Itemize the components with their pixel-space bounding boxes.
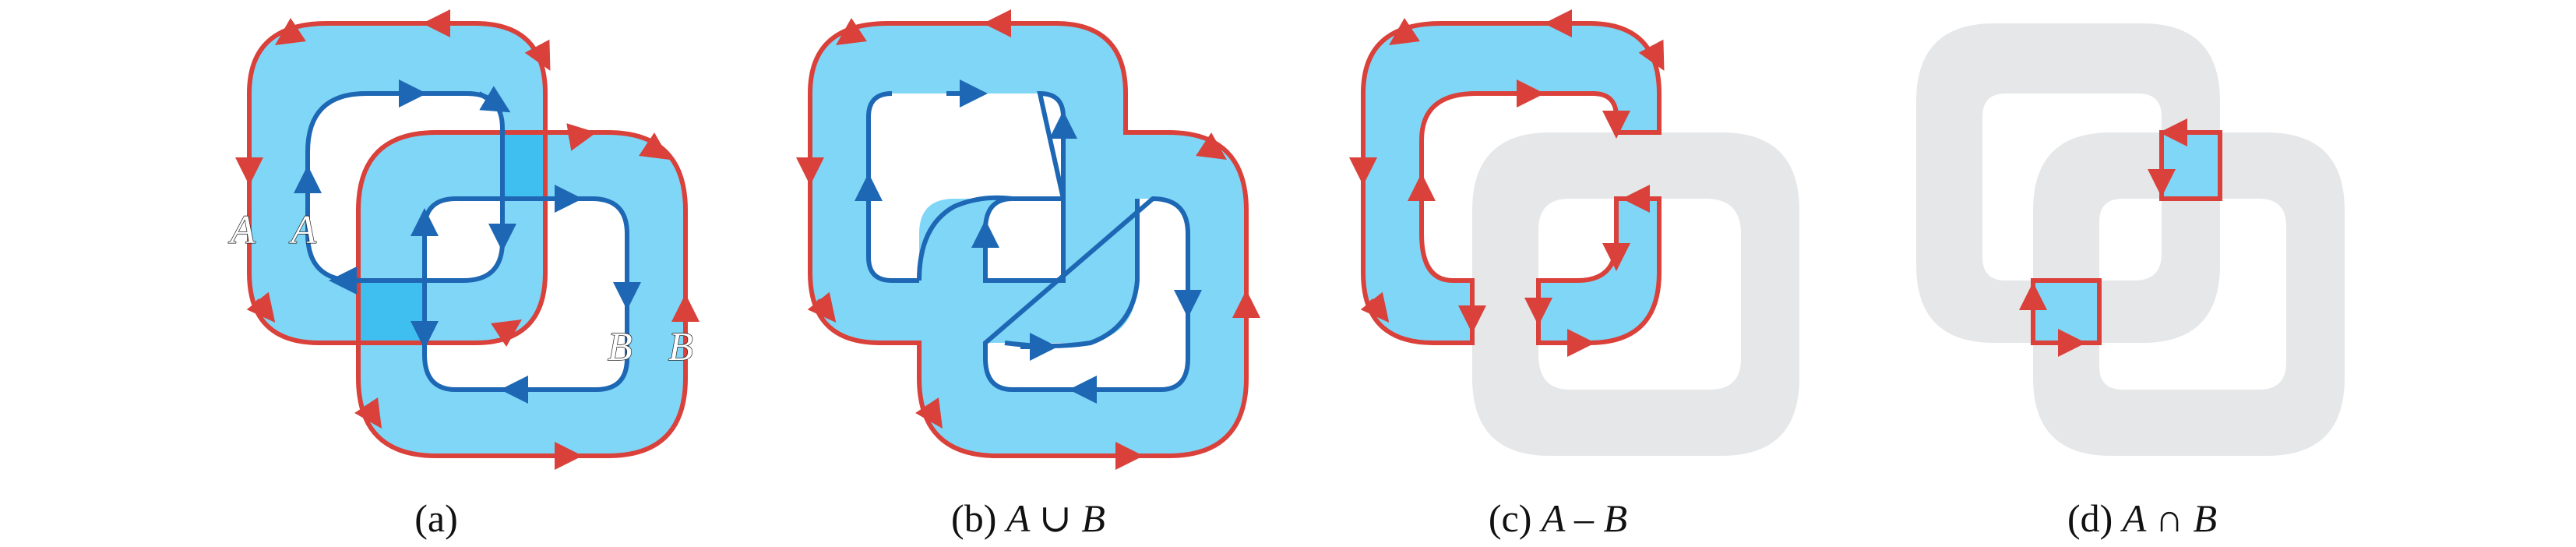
- ring-a-fill: [249, 23, 545, 343]
- union-contour-outer: [808, 21, 1249, 458]
- union-contour-inner-center: [983, 196, 1066, 283]
- intersection-patch-top: [2159, 130, 2222, 201]
- label-a-outer: A: [228, 208, 255, 252]
- direction-arrows-difference: [1349, 9, 1665, 357]
- panel-c: (c) A – B: [1349, 9, 1799, 540]
- caption-d: (d) A ∩ B: [2067, 496, 2217, 540]
- overlap-patch-bottom: [358, 281, 425, 343]
- label-b-inner: B: [608, 325, 633, 369]
- intersection-patch-bottom: [2031, 278, 2102, 345]
- label-a-inner: A: [289, 208, 316, 252]
- contour-b-outer: [356, 130, 688, 458]
- panel-a: A A B B (a): [227, 9, 700, 540]
- overlap-patch-top: [502, 132, 545, 199]
- panel-b: (b) A ∪ B: [796, 9, 1260, 540]
- direction-arrows-intersection: [2019, 118, 2187, 357]
- direction-arrows-a: [235, 9, 551, 347]
- caption-c: (c) A – B: [1489, 496, 1627, 540]
- direction-arrows-union: [796, 9, 1260, 470]
- caption-b: (b) A ∪ B: [951, 496, 1105, 540]
- direction-arrows-b: [354, 123, 700, 470]
- panel-d: (d) A ∩ B: [1916, 23, 2345, 540]
- difference-contour-1: [1361, 21, 1662, 345]
- ring-a-gray: [1916, 23, 2220, 343]
- label-b-outer: B: [668, 325, 693, 369]
- caption-a: (a): [414, 496, 458, 540]
